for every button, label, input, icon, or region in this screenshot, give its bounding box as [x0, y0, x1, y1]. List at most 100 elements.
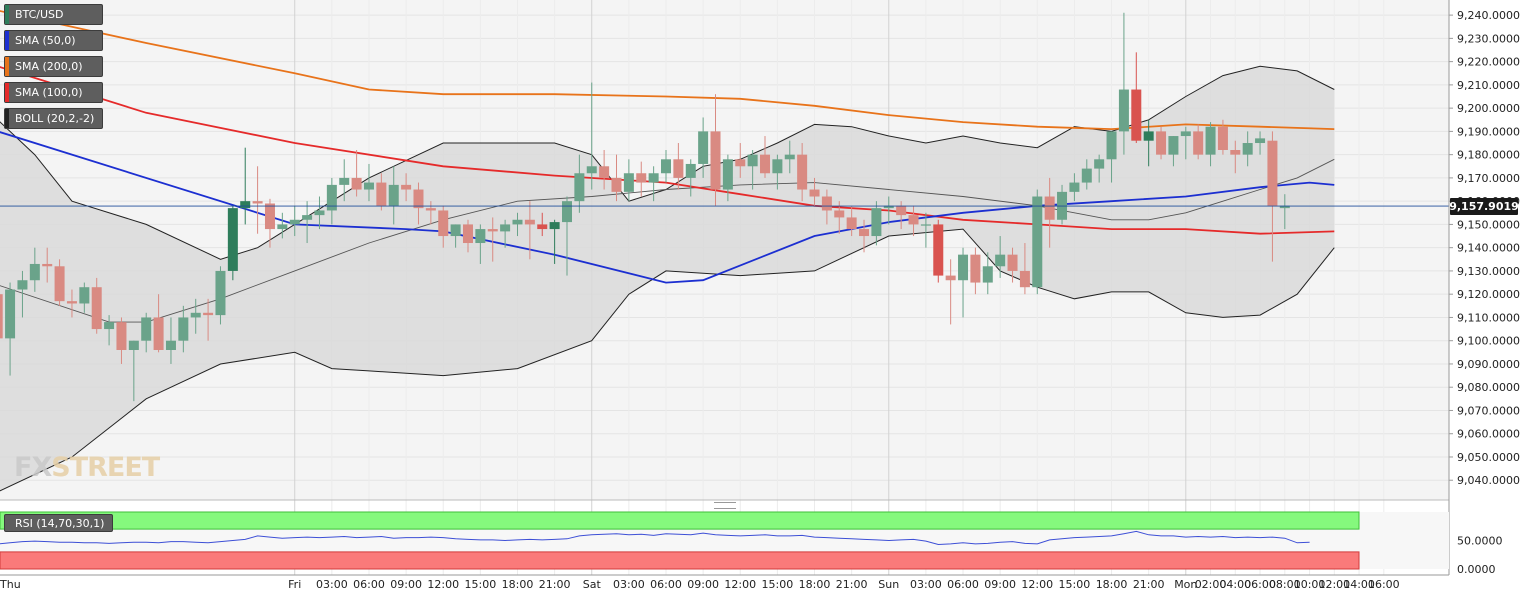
legend-label-boll: BOLL (20,2,-2)	[15, 112, 95, 125]
candle-78	[958, 247, 969, 318]
y-tick-label-13: 9,170.0000	[1457, 172, 1520, 185]
candle-body-1	[5, 289, 16, 339]
rsi-legend-chip[interactable]: RSI (14,70,30,1)	[4, 514, 114, 532]
candle-5	[54, 259, 65, 306]
candle-body-34	[413, 189, 424, 209]
candle-body-14	[165, 340, 176, 350]
candle-body-100	[1230, 150, 1241, 155]
candle-body-11	[128, 340, 139, 350]
candle-body-98	[1205, 126, 1216, 155]
candle-37	[450, 224, 461, 248]
candle-body-96	[1180, 131, 1191, 137]
candle-32	[388, 166, 399, 225]
candle-47	[574, 154, 585, 213]
candle-body-22	[264, 203, 275, 230]
candle-26	[314, 196, 325, 230]
candle-93	[1143, 119, 1154, 167]
y-tick-label-14: 9,180.0000	[1457, 149, 1520, 162]
candle-23	[277, 212, 288, 239]
candle-30	[363, 163, 374, 202]
candle-body-78	[958, 254, 969, 281]
y-tick-label-6: 9,100.0000	[1457, 335, 1520, 348]
candle-55	[673, 143, 684, 190]
candle-body-80	[982, 266, 993, 283]
candle-body-83	[1019, 270, 1030, 288]
candle-80	[982, 252, 993, 295]
y-tick-label-18: 9,220.0000	[1457, 56, 1520, 69]
candle-body-16	[190, 312, 201, 318]
candle-body-10	[116, 322, 127, 350]
candle-body-21	[252, 201, 263, 204]
y-tick-label-10: 9,140.0000	[1457, 242, 1520, 255]
candle-body-93	[1143, 131, 1154, 141]
legend-swatch-sma50	[5, 31, 9, 50]
candle-4	[42, 247, 53, 283]
x-tick-label-4: 09:00	[390, 578, 422, 591]
x-tick-label-9: Sat	[583, 578, 602, 591]
legend-chip-sma50[interactable]: SMA (50,0)	[4, 30, 104, 51]
candle-body-5	[54, 266, 65, 302]
candle-body-2	[17, 280, 28, 290]
x-tick-label-31: 12:00	[1318, 578, 1350, 591]
candle-99	[1217, 119, 1228, 155]
candle-65	[797, 143, 808, 202]
candle-104	[1279, 194, 1290, 230]
candle-101	[1242, 131, 1253, 167]
x-tick-label-14: 15:00	[762, 578, 794, 591]
x-tick-label-5: 12:00	[427, 578, 459, 591]
x-tick-label-11: 06:00	[650, 578, 682, 591]
candle-body-40	[487, 229, 498, 232]
candle-1	[5, 282, 16, 376]
candle-body-51	[623, 173, 634, 192]
panel-resize-handle[interactable]	[714, 502, 736, 509]
x-tick-label-25: Mon	[1174, 578, 1197, 591]
candle-body-104	[1279, 205, 1290, 209]
candle-body-66	[809, 189, 820, 197]
candle-54	[661, 150, 672, 183]
candle-51	[623, 159, 634, 202]
candle-17	[203, 298, 214, 341]
candle-2	[17, 270, 28, 318]
candle-body-74	[908, 215, 919, 225]
x-tick-label-33: 16:00	[1368, 578, 1400, 591]
candle-11	[128, 340, 139, 402]
candle-36	[438, 205, 449, 248]
candle-body-103	[1267, 140, 1278, 206]
time-axis: Thu Fri 03:00 06:00 09:00 12:00 15:00 18:00 21:0…	[0, 578, 1400, 591]
candle-body-41	[500, 224, 511, 232]
legend-chip-sma200[interactable]: SMA (200,0)	[4, 56, 104, 77]
candle-body-17	[203, 312, 214, 316]
candle-9	[104, 315, 115, 346]
candle-body-57	[698, 131, 709, 164]
candle-body-90	[1106, 131, 1117, 160]
candle-85	[1044, 177, 1055, 248]
x-tick-label-30: 10:00	[1294, 578, 1326, 591]
candle-87	[1069, 173, 1080, 202]
x-tick-label-24: 21:00	[1133, 578, 1165, 591]
legend-chip-sma100[interactable]: SMA (100,0)	[4, 82, 104, 103]
candle-13	[153, 294, 164, 353]
legend-chip-btcusd[interactable]: BTC/USD	[4, 4, 104, 25]
candle-49	[599, 150, 610, 190]
x-tick-label-20: 09:00	[984, 578, 1016, 591]
candle-94	[1156, 126, 1167, 160]
candle-38	[462, 219, 473, 253]
candle-body-68	[834, 210, 845, 218]
x-tick-label-2: 03:00	[316, 578, 348, 591]
candle-63	[772, 154, 783, 190]
candle-body-54	[661, 159, 672, 174]
boll-band-fill	[0, 66, 1335, 491]
candle-90	[1106, 131, 1117, 183]
candle-body-65	[797, 154, 808, 190]
candle-48	[586, 82, 597, 190]
candle-62	[760, 136, 771, 178]
x-tick-label-0: Thu	[0, 578, 21, 591]
candle-body-48	[586, 166, 597, 174]
candle-body-73	[896, 205, 907, 216]
candle-79	[970, 247, 981, 295]
legend-chip-boll[interactable]: BOLL (20,2,-2)	[4, 108, 104, 129]
rsi-oversold-zone	[0, 551, 1360, 570]
y-tick-label-5: 9,090.0000	[1457, 358, 1520, 371]
candle-body-82	[1007, 254, 1018, 271]
